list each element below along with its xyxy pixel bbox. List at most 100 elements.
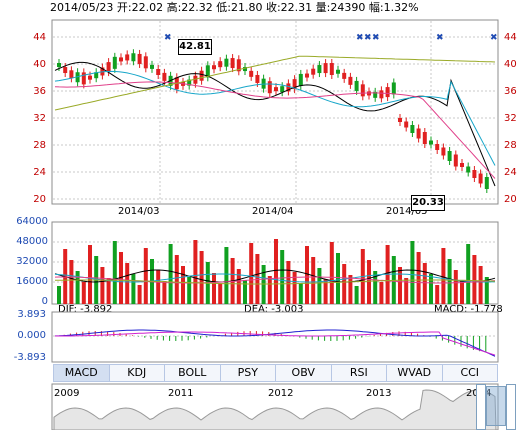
tab-wvad[interactable]: WVAD bbox=[387, 364, 443, 382]
candle-body bbox=[323, 63, 328, 74]
tab-cci[interactable]: CCI bbox=[442, 364, 498, 382]
volume-bar bbox=[143, 248, 148, 304]
candle-body bbox=[156, 68, 161, 75]
volume-bar bbox=[57, 286, 61, 304]
ma10-line bbox=[54, 70, 496, 166]
price-left-tick: 44 bbox=[33, 32, 46, 43]
macd-tick: 3.893 bbox=[17, 309, 46, 320]
candle-body bbox=[261, 78, 266, 89]
candle-body bbox=[193, 75, 198, 84]
volume-bar bbox=[261, 265, 266, 304]
volume-bar bbox=[429, 274, 433, 304]
candle-body bbox=[243, 67, 247, 72]
price-ma20-label: MA20: 29.43 bbox=[320, 22, 384, 33]
volume-bar bbox=[162, 281, 167, 304]
macd-tick: -3.893 bbox=[13, 352, 46, 363]
tab-obv[interactable]: OBV bbox=[276, 364, 332, 382]
candle-body bbox=[484, 177, 489, 189]
candle-body bbox=[106, 62, 111, 73]
price-left-tick: 20 bbox=[33, 194, 46, 205]
volume-bar bbox=[367, 260, 371, 304]
volume-ma20-label: MA20: 21035 bbox=[304, 224, 371, 235]
tab-boll[interactable]: BOLL bbox=[165, 364, 221, 382]
macd-tick: 0.000 bbox=[17, 330, 46, 341]
volume-bar bbox=[150, 259, 154, 304]
candle-body bbox=[416, 128, 421, 139]
price-ma5-label: MA5: 21.70 bbox=[82, 22, 140, 33]
event-marker-icon: ✖ bbox=[490, 33, 498, 43]
candle-body bbox=[311, 68, 316, 75]
candle-body bbox=[187, 79, 192, 86]
vol-ma30-line bbox=[54, 279, 496, 285]
volume-bar bbox=[168, 244, 173, 304]
candle-body bbox=[342, 72, 347, 79]
volume-bar bbox=[249, 243, 254, 304]
price-right-tick: 32 bbox=[504, 113, 517, 124]
volume-bar bbox=[174, 255, 179, 304]
candle-body bbox=[94, 72, 99, 79]
volume-bar bbox=[410, 241, 415, 304]
volume-bar bbox=[181, 266, 185, 304]
volume-bar bbox=[286, 261, 291, 304]
candle-body bbox=[447, 151, 452, 161]
price-ma10-label: MA10: 24.74 bbox=[202, 22, 266, 33]
candle-body bbox=[472, 170, 477, 178]
volume-bar bbox=[63, 249, 68, 304]
candle-body bbox=[466, 166, 471, 173]
candle-body bbox=[460, 163, 464, 167]
price-right-tick: 20 bbox=[504, 194, 517, 205]
volume-bar bbox=[360, 249, 365, 304]
tab-psy[interactable]: PSY bbox=[220, 364, 276, 382]
volume-bar bbox=[131, 274, 136, 304]
volume-tick: 64000 bbox=[16, 216, 48, 227]
price-right-tick: 28 bbox=[504, 140, 517, 151]
volume-tick: 32000 bbox=[16, 256, 48, 267]
macd-dea-label: DEA: -3.003 bbox=[244, 304, 304, 315]
candle-body bbox=[137, 53, 142, 64]
candle-body bbox=[205, 65, 210, 78]
volume-bar bbox=[193, 240, 198, 304]
candle-body bbox=[329, 63, 334, 76]
price-left-tick: 24 bbox=[33, 167, 46, 178]
volume-bar bbox=[119, 252, 123, 304]
macd-dif-label: DIF: -3.892 bbox=[58, 304, 113, 315]
volume-bar bbox=[100, 267, 105, 304]
tab-macd[interactable]: MACD bbox=[53, 364, 110, 382]
quote-summary: 2014/05/23 开:22.02 高:22.32 低:21.80 收:22.… bbox=[50, 1, 419, 14]
candle-body bbox=[354, 80, 359, 91]
price-right-tick: 36 bbox=[504, 86, 517, 97]
volume-bar bbox=[354, 286, 359, 304]
candle-body bbox=[280, 86, 285, 93]
tab-rsi[interactable]: RSI bbox=[331, 364, 387, 382]
candle-body bbox=[404, 121, 409, 128]
candle-body bbox=[298, 73, 303, 86]
volume-bar bbox=[435, 285, 440, 304]
candle-body bbox=[317, 65, 322, 74]
candle-body bbox=[292, 79, 297, 90]
candle-body bbox=[379, 90, 384, 99]
mini-range-handle-right[interactable] bbox=[506, 384, 516, 430]
volume-bar bbox=[460, 281, 464, 304]
candle-body bbox=[249, 70, 254, 77]
price-right-tick: 40 bbox=[504, 59, 517, 70]
candle-body bbox=[391, 82, 396, 95]
candle-body bbox=[212, 65, 216, 70]
candle-body bbox=[181, 81, 185, 86]
volume-bar bbox=[255, 254, 260, 304]
volume-bar bbox=[379, 282, 384, 304]
tab-kdj[interactable]: KDJ bbox=[109, 364, 165, 382]
candle-body bbox=[88, 75, 92, 80]
candle-body bbox=[429, 140, 433, 145]
volume-bar bbox=[311, 257, 316, 304]
volume-bar bbox=[112, 241, 117, 304]
candle-body bbox=[274, 87, 278, 92]
event-marker-icon: ✖ bbox=[372, 33, 380, 43]
volume-bar bbox=[329, 242, 334, 304]
mini-range-handle-left[interactable] bbox=[476, 384, 486, 430]
price-panel-frame bbox=[51, 19, 499, 205]
mini-range-selection[interactable] bbox=[486, 386, 506, 426]
candle-body bbox=[478, 173, 483, 184]
volume-ma5-label: MA5: 25566 bbox=[80, 224, 141, 235]
candle-body bbox=[367, 91, 371, 96]
